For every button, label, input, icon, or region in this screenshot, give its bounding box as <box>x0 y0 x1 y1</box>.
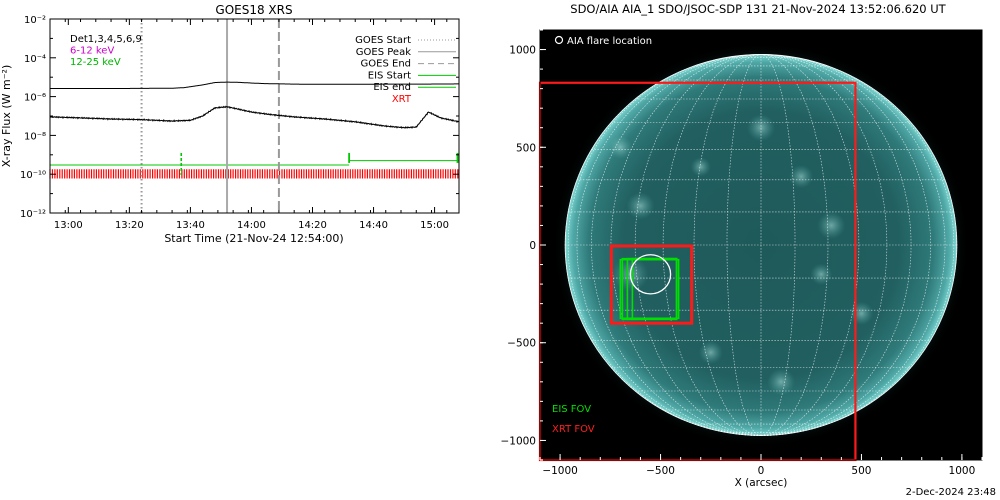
longitude-line <box>760 54 796 436</box>
aia-x-tick-label: 0 <box>758 465 765 477</box>
goes-y-tick-label: 10⁻¹⁰ <box>20 170 46 181</box>
aia-x-tick-label: 1000 <box>949 465 976 477</box>
goes-x-tick-label: 13:20 <box>115 220 144 231</box>
aia-y-tick-label: 1000 <box>509 45 536 57</box>
aia-axes: −1000 −500 0 500 1000 −1000 −500 0 500 1000 <box>500 29 983 477</box>
longitude-line <box>591 54 762 436</box>
aia-y-tick-label: 0 <box>529 240 536 252</box>
goes-legend-right-item: XRT <box>392 94 412 105</box>
goes-y-tick-label: 10⁻⁸ <box>24 131 46 142</box>
goes-y-tick-label: 10⁻⁴ <box>24 54 46 65</box>
solar-limb <box>564 54 958 436</box>
longitude-line <box>693 54 762 436</box>
goes-x-tick-label: 15:00 <box>420 220 449 231</box>
aia-image-panel: SDO/AIA AIA_1 SDO/JSOC-SDP 131 21-Nov-20… <box>500 2 983 489</box>
longitude-line <box>760 54 946 436</box>
goes-legend-right-item: GOES Peak <box>356 47 411 58</box>
xrt-observation-marks <box>49 169 459 179</box>
eis-fov-box <box>619 258 680 320</box>
longitude-line <box>760 54 912 436</box>
active-region-glow <box>810 263 833 286</box>
goes-long-channel-line <box>50 81 459 89</box>
xrt-fov-label: XRT FOV <box>552 424 595 435</box>
active-region-glow <box>817 211 846 240</box>
aia-y-tick-label: −1000 <box>500 435 536 447</box>
goes-y-tick-label: 10⁻² <box>24 15 46 26</box>
goes-x-tick-label: 14:20 <box>298 220 327 231</box>
aia-image-title: SDO/AIA AIA_1 SDO/JSOC-SDP 131 21-Nov-20… <box>570 2 946 16</box>
flare-legend-label: AIA flare location <box>567 36 652 47</box>
goes-legend-right-item: EIS end <box>373 82 411 93</box>
longitude-line <box>567 54 762 436</box>
longitude-line <box>760 54 860 436</box>
longitude-line <box>634 54 762 436</box>
aia-y-tick-label: −500 <box>507 338 536 350</box>
goes-x-tick-label: 13:00 <box>54 220 83 231</box>
active-region-glow <box>690 157 711 177</box>
active-region-glow <box>698 340 723 365</box>
aia-y-tick-label: 500 <box>516 142 536 154</box>
aia-x-tick-label: −1000 <box>542 465 578 477</box>
active-region-glow <box>608 135 633 159</box>
flare-marker-icon <box>554 35 564 45</box>
goes-legend-left-item: Det1,3,4,5,6,9 <box>70 34 142 45</box>
aia-flare-legend: AIA flare location <box>554 35 652 47</box>
goes-chart-title: GOES18 XRS <box>215 3 292 17</box>
longitude-line <box>760 54 931 436</box>
goes-y-tick-label: 10⁻⁶ <box>24 93 46 104</box>
flare-location-circle <box>629 254 672 295</box>
goes-legend-left-item: 6-12 keV <box>70 46 114 57</box>
aia-x-tick-label: 500 <box>851 465 871 477</box>
eis-fov-box <box>631 257 678 321</box>
aia-x-axis-label: X (arcsec) <box>735 477 788 489</box>
active-region-glow <box>789 164 814 189</box>
goes-legend-right-item: GOES Start <box>355 35 411 46</box>
goes-y-tick-label: 10⁻¹² <box>20 209 46 220</box>
longitude-line <box>760 54 888 436</box>
eis-fov-label: EIS FOV <box>552 404 591 415</box>
goes-legend-right-item: EIS Start <box>368 70 411 81</box>
longitude-line <box>726 54 762 436</box>
goes-legend-left-item: 12-25 keV <box>70 57 121 68</box>
goes-x-tick-label: 13:40 <box>176 220 205 231</box>
goes-short-channel-line <box>49 105 460 129</box>
active-region-glow <box>849 301 874 326</box>
goes-legend-right-item: GOES End <box>361 59 411 70</box>
longitude-line <box>760 54 955 436</box>
footer-timestamp: 2-Dec-2024 23:48 <box>905 487 996 498</box>
longitude-line <box>576 54 762 436</box>
active-region-glow <box>626 192 655 220</box>
goes-x-tick-label: 14:00 <box>237 220 266 231</box>
goes-plot-area: 10⁻¹² 10⁻¹⁰ 10⁻⁸ 10⁻⁶ 10⁻⁴ 10⁻² 13:00 13:20 13:4… <box>20 15 460 231</box>
goes-y-axis-label: X-ray Flux (W m⁻²) <box>0 65 13 167</box>
active-region-glow <box>767 368 796 396</box>
heliographic-grid <box>564 54 958 436</box>
aia-solar-image <box>540 30 982 460</box>
goes-xrs-chart: GOES18 XRS 10⁻¹² 10⁻¹⁰ 10⁻⁸ 10⁻⁶ 10⁻⁴ 10⁻² 13:… <box>0 3 460 245</box>
goes-x-axis-label: Start Time (21-Nov-24 12:54:00) <box>164 232 343 245</box>
longitude-line <box>760 54 829 436</box>
active-region-glow <box>746 114 776 142</box>
goes-x-tick-label: 14:40 <box>359 220 388 231</box>
aia-x-tick-label: −500 <box>646 465 675 477</box>
xrt-fov-box <box>609 244 694 325</box>
